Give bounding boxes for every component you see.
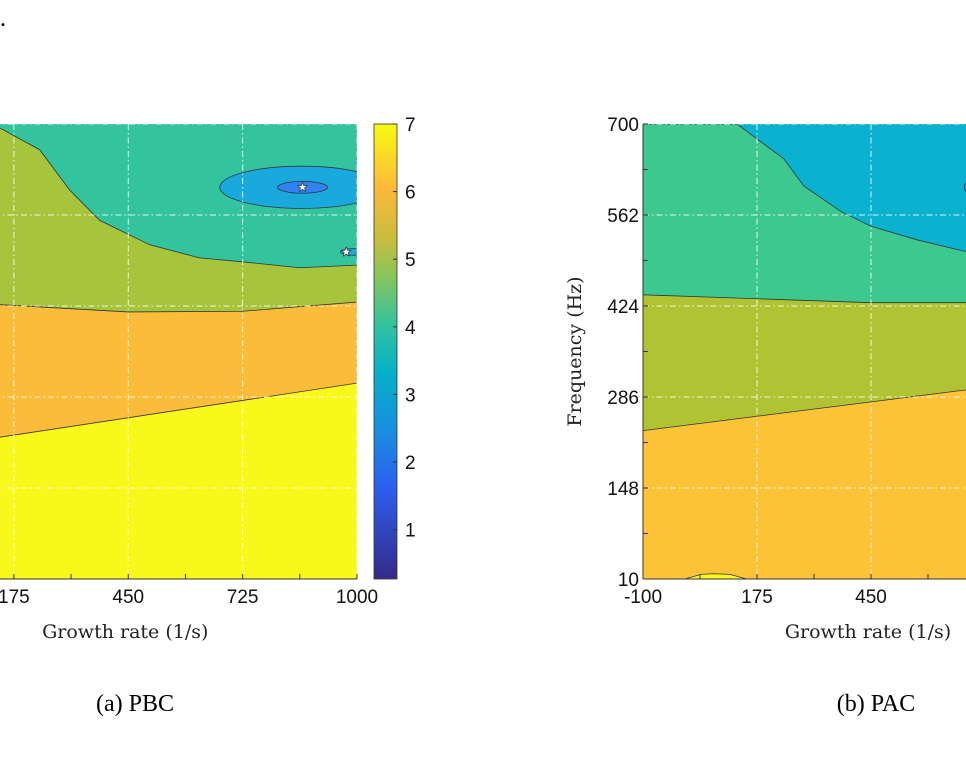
contour-line [643, 124, 966, 253]
top-mark: . [0, 6, 6, 32]
colorbar-tick-label: 3 [405, 385, 416, 406]
x-axis-label: Growth rate (1/s) [42, 621, 208, 643]
contour-line [0, 127, 357, 269]
colorbar-tick-label: 5 [405, 250, 416, 271]
x-tick-label: 175 [0, 587, 30, 608]
x-tick-label: 725 [227, 587, 259, 608]
contour-line [0, 382, 357, 438]
colorbar-tick-label: 4 [405, 318, 416, 339]
caption-b: (b) PAC [837, 691, 915, 717]
contour-area [0, 124, 357, 579]
plot-pbc: -100175450725100010148286424562700Growth… [0, 115, 416, 643]
colorbar-tick-label: 6 [405, 183, 416, 204]
x-tick-label: 175 [741, 587, 773, 608]
contour-area [643, 124, 966, 579]
colorbar-tick-label: 2 [405, 453, 416, 474]
caption-a: (a) PBC [96, 691, 174, 717]
x-tick-label: 1000 [336, 587, 378, 608]
y-tick-label: 700 [607, 115, 639, 136]
contour-region [643, 389, 966, 579]
contour-region [0, 383, 357, 579]
y-tick-label: 148 [607, 479, 639, 500]
x-axis-label: Growth rate (1/s) [785, 621, 951, 643]
contour-line [643, 389, 966, 432]
y-tick-label: 562 [607, 206, 639, 227]
y-tick-label: 286 [607, 388, 639, 409]
x-tick-label: 450 [855, 587, 887, 608]
plot-pac: -100175450725100010148286424562700Growth… [564, 115, 966, 643]
colorbar-tick-label: 7 [405, 115, 416, 136]
y-axis-label: Frequency (Hz) [564, 276, 586, 426]
y-tick-label: 424 [607, 297, 639, 318]
contour-line [0, 301, 357, 313]
x-tick-label: -100 [624, 587, 662, 608]
x-tick-label: 450 [112, 587, 144, 608]
colorbar-tick-label: 1 [405, 521, 416, 542]
y-tick-label: 10 [618, 570, 639, 591]
star-marker [340, 246, 352, 257]
contour-line [643, 573, 966, 579]
star-marker [297, 181, 309, 192]
colorbar [373, 123, 398, 580]
contour-region [643, 573, 966, 579]
